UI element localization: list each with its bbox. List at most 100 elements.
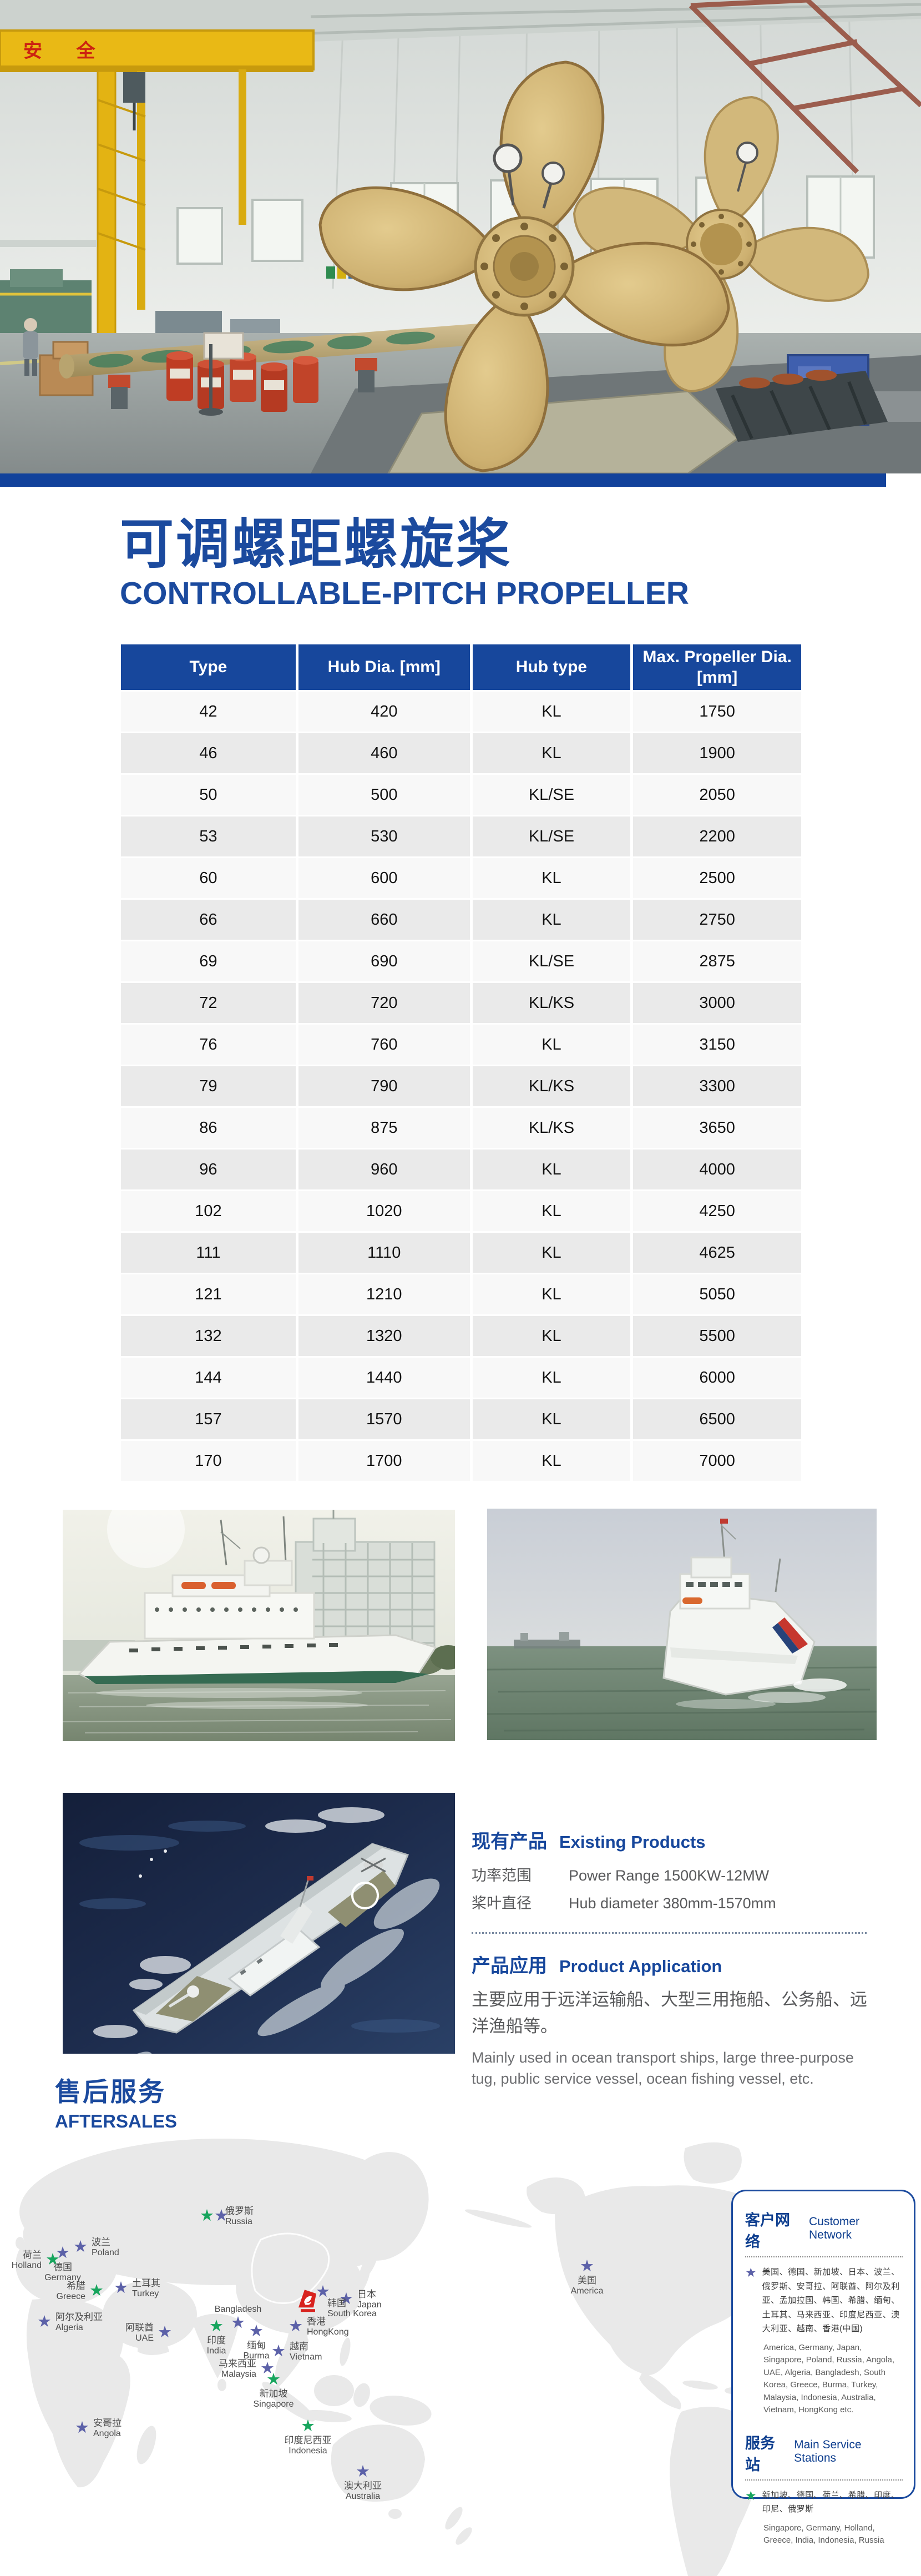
table-cell: 72 [121,983,296,1023]
existing-products-en: Existing Products [559,1832,706,1852]
table-row: 50 500 KL/SE 2050 [121,775,801,815]
power-range-en: Power Range 1500KW-12MW [569,1867,770,1884]
table-row: 144 1440 KL 6000 [121,1358,801,1398]
table-cell: 5050 [633,1274,801,1314]
star-icon: ★ [339,2290,353,2308]
world-service-map: ★ ★ 俄罗斯 Russia ★ 波兰 Poland ★ 德国 Germany ★ 荷兰 Holland… [0,2134,921,2576]
star-icon: ★ [114,2278,128,2297]
map-marker-label: 澳大利亚 Australia [344,2481,382,2502]
spec-table: Type Hub Dia. [mm] Hub type Max. Propeller … [118,643,804,1483]
distant-ship [514,1632,580,1649]
table-cell: 121 [121,1274,296,1314]
gantry-crane: 安 全 [0,29,315,361]
map-marker-label: 希腊 Greece [56,2281,85,2302]
coast-guard-ship [662,1519,816,1696]
table-row: 46 460 KL 1900 [121,733,801,773]
table-cell: 53 [121,816,296,856]
table-cell: 4250 [633,1191,801,1231]
table-cell: 720 [298,983,470,1023]
existing-products-heading: 现有产品 Existing Products [472,1826,882,1853]
column-header: Hub type [472,644,631,690]
naval-ship [132,1843,409,2034]
star-icon: ★ [260,2359,275,2377]
dotted-divider [472,1932,867,1934]
survey-ship-photo [63,1510,455,1741]
table-cell: 111 [121,1233,296,1273]
factory-propeller-photo: 安 全 [0,0,921,473]
coast-guard-ship-photo [487,1509,877,1740]
table-cell: KL [472,692,631,732]
star-icon: ★ [301,2417,315,2435]
power-range-zh: 功率范围 [472,1867,532,1884]
column-header: Max. Propeller Dia. [mm] [633,644,801,690]
table-row: 157 1570 KL 6500 [121,1399,801,1439]
map-marker-label: 印度尼西亚 Indonesia [284,2435,332,2456]
table-cell: 760 [298,1025,470,1065]
star-icon: ★ [745,2488,757,2503]
hub-diameter-zh: 桨叶直径 [472,1894,532,1912]
table-cell: KL [472,1316,631,1356]
table-row: 69 690 KL/SE 2875 [121,941,801,981]
map-marker-label: 荷兰 Holland [11,2250,42,2271]
table-cell: 60 [121,858,296,898]
map-marker-label: 阿尔及利亚 Algeria [55,2312,103,2333]
map-marker-label: 越南 Vietnam [290,2341,322,2362]
table-cell: 42 [121,692,296,732]
map-marker-label: 缅甸 Burma [243,2340,270,2361]
table-row: 79 790 KL/KS 3300 [121,1066,801,1106]
propeller-front [318,61,730,472]
table-cell: KL [472,858,631,898]
customer-network-en: Customer Network [808,2215,860,2241]
table-cell: 5500 [633,1316,801,1356]
table-cell: KL/SE [472,941,631,981]
star-icon: ★ [356,2462,370,2481]
table-cell: 3650 [633,1108,801,1148]
table-row: 132 1320 KL 5500 [121,1316,801,1356]
service-sidebar: 客户网络 Customer Network ★ 美国、德国、新加坡、日本、波兰、… [731,2190,915,2545]
map-marker-label: 美国 America [570,2275,604,2296]
product-application-zh: 产品应用 [472,1955,547,1977]
table-cell: 420 [298,692,470,732]
table-cell: 170 [121,1441,296,1481]
table-cell: KL/SE [472,816,631,856]
table-cell: KL/KS [472,983,631,1023]
service-stations-title: 服务站 Main Service Stations [745,2431,903,2481]
table-cell: 6000 [633,1358,801,1398]
service-stations-list-en: Singapore, Germany, Holland, Greece, Ind… [763,2523,884,2545]
table-cell: 2875 [633,941,801,981]
map-marker-label: 阿联酋 UAE [125,2322,154,2343]
table-cell: 7000 [633,1441,801,1481]
table-cell: 875 [298,1108,470,1148]
table-cell: KL/KS [472,1108,631,1148]
test-bench-blocks [716,370,888,442]
table-cell: KL [472,1358,631,1398]
table-row: 121 1210 KL 5050 [121,1274,801,1314]
table-cell: 46 [121,733,296,773]
map-marker-label: 韩国 South Korea [327,2298,377,2319]
customer-network-list-zh: 美国、德国、新加坡、日本、波兰、俄罗斯、安哥拉、阿联酋、阿尔及利亚、孟加拉国、韩… [762,2267,900,2333]
factory-photo-illustration: 安 全 [0,0,921,473]
service-stations-list-zh: 新加坡、德国、荷兰、希腊、印度、印尼、俄罗斯 [762,2490,900,2514]
service-stations-zh: 服务站 [745,2434,775,2473]
worker-figure [23,318,38,376]
table-row: 170 1700 KL 7000 [121,1441,801,1481]
table-cell: 50 [121,775,296,815]
map-marker-label: 安哥拉 Angola [93,2418,122,2439]
application-text-en: Mainly used in ocean transport ships, la… [472,2049,854,2087]
star-icon: ★ [580,2257,594,2275]
star-icon: ★ [289,2317,303,2335]
map-marker-label: 俄罗斯 Russia [225,2206,254,2227]
table-cell: 1700 [298,1441,470,1481]
table-cell: 157 [121,1399,296,1439]
table-cell: 2200 [633,816,801,856]
map-marker-label: 新加坡 Singapore [253,2388,294,2409]
table-cell: 1020 [298,1191,470,1231]
table-cell: 460 [298,733,470,773]
map-marker-label: 香港 HongKong [307,2316,349,2337]
table-cell: KL [472,1025,631,1065]
page-title-en: CONTROLLABLE-PITCH PROPELLER [120,575,689,611]
table-cell: 1320 [298,1316,470,1356]
page-title-block: 可调螺距螺旋桨 CONTROLLABLE-PITCH PROPELLER [120,516,689,612]
column-header: Hub Dia. [mm] [298,644,470,690]
